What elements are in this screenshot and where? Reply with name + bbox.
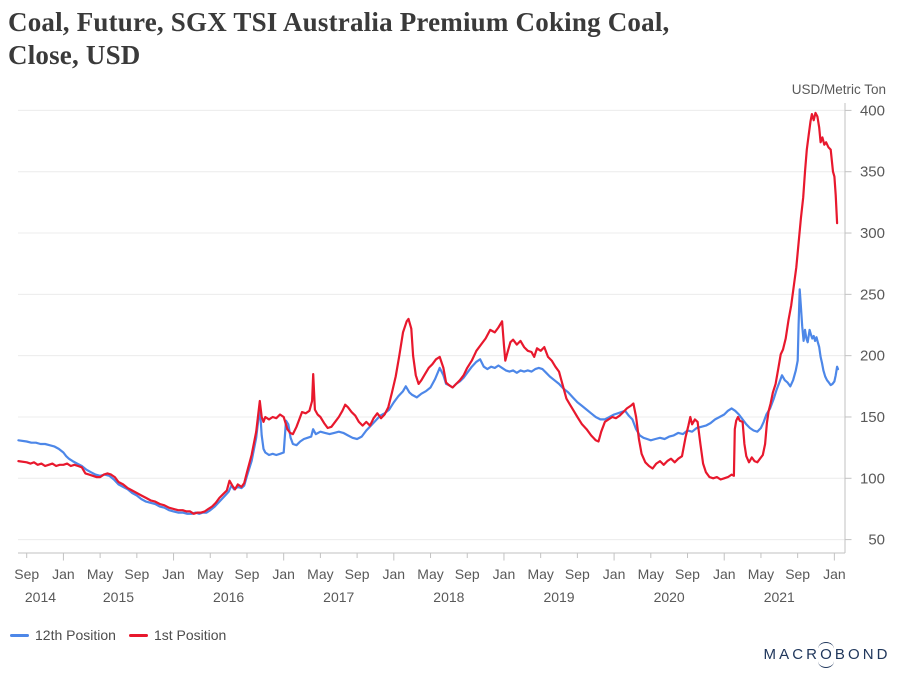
x-tick-label: Jan	[603, 566, 626, 582]
y-tick-label: 200	[860, 348, 885, 365]
y-tick-label: 250	[860, 286, 885, 303]
x-tick-label: Sep	[235, 566, 260, 582]
legend-label: 1st Position	[153, 627, 227, 643]
series-line-1st-position	[17, 111, 839, 515]
x-tick-label: May	[307, 566, 333, 582]
year-label: 2015	[103, 589, 134, 605]
x-tick-label: Sep	[14, 566, 39, 582]
logo-letter: O	[847, 646, 861, 663]
logo-letter: D	[876, 646, 888, 663]
logo-letter: R	[806, 646, 818, 663]
x-tick-label: Sep	[124, 566, 149, 582]
logo-arc-o: O	[818, 641, 835, 668]
logo-letter: N	[862, 646, 875, 663]
x-tick-label: Sep	[455, 566, 480, 582]
x-tick-label: May	[527, 566, 553, 582]
x-tick-label: Jan	[272, 566, 295, 582]
x-tick-label: Sep	[565, 566, 590, 582]
x-tick-label: Jan	[713, 566, 736, 582]
x-tick-label: Sep	[675, 566, 700, 582]
year-label: 2014	[25, 589, 56, 605]
y-tick-label: 100	[860, 470, 885, 487]
y-axis-unit-label: USD/Metric Ton	[791, 82, 886, 97]
x-tick-label: Jan	[52, 566, 75, 582]
logo-letter: C	[792, 646, 804, 663]
x-tick-label: May	[417, 566, 443, 582]
year-label: 2019	[543, 589, 574, 605]
x-tick-label: Sep	[345, 566, 370, 582]
year-label: 2020	[654, 589, 685, 605]
legend-swatch-blue-icon	[10, 633, 29, 637]
x-tick-label: Jan	[493, 566, 516, 582]
legend-item-1st-position[interactable]: 1st Position	[128, 627, 227, 643]
logo-letter: M	[763, 646, 777, 663]
chart-title-line2: Close, USD	[8, 40, 141, 70]
x-tick-label: Jan	[823, 566, 846, 582]
year-label: 2021	[764, 589, 795, 605]
year-label: 2016	[213, 589, 244, 605]
logo-letter: B	[834, 646, 846, 663]
year-label: 2017	[323, 589, 354, 605]
legend-swatch-red-icon	[128, 633, 148, 637]
y-tick-label: 50	[868, 532, 885, 549]
year-label: 2018	[433, 589, 464, 605]
y-tick-label: 350	[860, 164, 885, 181]
x-tick-label: May	[87, 566, 113, 582]
x-tick-label: May	[197, 566, 223, 582]
chart-legend: 12th Position 1st Position	[10, 627, 226, 643]
series-line-12th-position	[17, 288, 840, 515]
y-tick-label: 300	[860, 225, 885, 242]
y-tick-label: 400	[860, 102, 885, 119]
logo-letter: A	[779, 646, 790, 663]
legend-label: 12th Position	[35, 627, 116, 643]
chart-title-line1: Coal, Future, SGX TSI Australia Premium …	[8, 7, 670, 37]
x-tick-label: Jan	[383, 566, 406, 582]
y-tick-label: 150	[860, 409, 885, 426]
x-tick-label: Jan	[162, 566, 185, 582]
x-tick-label: Sep	[785, 566, 810, 582]
x-tick-label: May	[638, 566, 664, 582]
chart-title: Coal, Future, SGX TSI Australia Premium …	[8, 6, 669, 72]
x-tick-label: May	[748, 566, 774, 582]
legend-item-12th-position[interactable]: 12th Position	[10, 627, 116, 643]
